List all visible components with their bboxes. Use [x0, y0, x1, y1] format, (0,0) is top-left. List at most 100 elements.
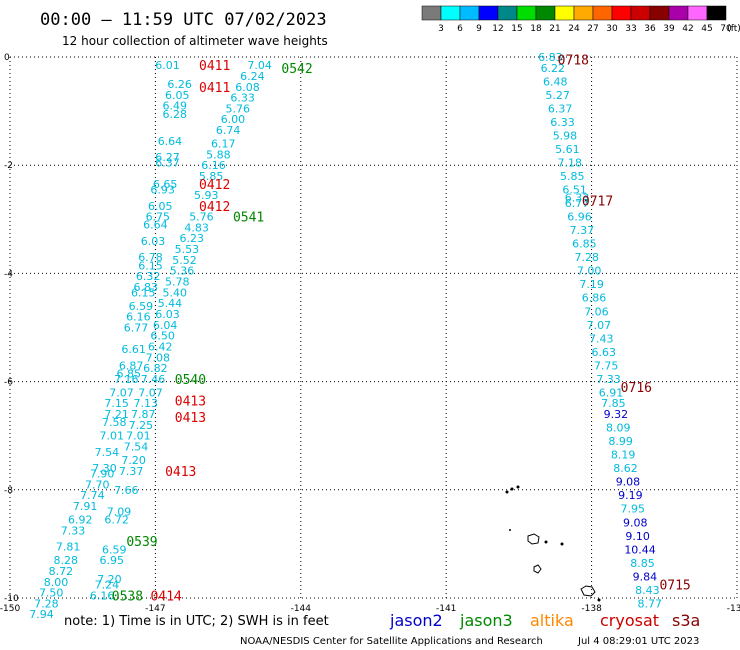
wave-height-value: 6.63	[591, 346, 616, 359]
pass-time-label: 0541	[233, 211, 264, 226]
wave-height-value: 7.75	[594, 359, 619, 372]
wave-height-value: 6.75	[146, 211, 171, 224]
color-scale-label: 3	[438, 24, 444, 34]
wave-height-value: 8.77	[638, 597, 663, 610]
wave-height-value: 6.33	[550, 116, 575, 129]
wave-height-value: 7.33	[61, 524, 86, 537]
color-scale-swatch	[497, 5, 518, 21]
wave-height-value: 7.94	[29, 608, 54, 621]
footer-generated-time: Jul 4 08:29:01 UTC 2023	[577, 636, 699, 647]
color-scale-label: 15	[511, 24, 522, 34]
wave-height-value: 6.37	[155, 156, 180, 169]
pass-time-label: 0542	[281, 62, 312, 77]
x-tick-label: -144	[291, 604, 312, 614]
wave-height-value: 7.19	[579, 278, 604, 291]
chart-subtitle: 12 hour collection of altimeter wave hei…	[62, 34, 328, 48]
wave-height-value: 7.46	[141, 373, 166, 386]
wave-height-value: 7.20	[97, 573, 122, 586]
pass-time-label: 0538	[112, 589, 143, 604]
wave-height-value: 6.77	[565, 197, 590, 210]
y-tick-label: -10	[4, 594, 19, 604]
color-scale-label: 39	[663, 24, 675, 34]
wave-height-value: 6.04	[153, 319, 178, 332]
wave-height-value: 6.93	[150, 184, 175, 197]
wave-height-value: 7.30	[92, 462, 117, 475]
pass-time-labels: 0411 054204110412041205410540041304130413…	[112, 54, 691, 605]
color-scale-swatch	[573, 5, 594, 21]
wave-height-value: 10.44	[624, 543, 656, 556]
wave-height-value: 8.00	[44, 576, 69, 589]
color-scale-swatch	[440, 5, 461, 21]
wave-height-value: 8.72	[49, 565, 74, 578]
wave-height-value: 6.16	[201, 159, 226, 172]
wave-height-value: 8.09	[606, 422, 631, 435]
pass-time-label: 0411	[199, 59, 230, 74]
wave-height-value: 7.50	[39, 587, 64, 600]
wave-height-value: 6.05	[165, 89, 190, 102]
wave-height-value: 6.96	[567, 211, 592, 224]
wave-height-value: 6.16	[126, 311, 151, 324]
wave-height-value: 6.01	[155, 59, 180, 72]
color-scale-label: 70	[720, 24, 732, 34]
wave-height-value: 7.85	[601, 397, 626, 410]
wave-height-value: 5.85	[560, 170, 585, 183]
color-scale-swatch	[611, 5, 632, 21]
wave-height-value: 6.51	[562, 184, 587, 197]
wave-height-value: 6.24	[240, 70, 265, 83]
wave-height-value: 6.64	[143, 219, 168, 232]
wave-height-value: 6.59	[102, 543, 127, 556]
wave-height-value: 8.99	[608, 435, 633, 448]
satellite-legend-altika: altika	[530, 611, 574, 630]
color-scale-swatch	[687, 5, 708, 21]
island-shape	[533, 564, 542, 574]
color-scale-label: 27	[587, 24, 598, 34]
wave-height-value: 6.16	[90, 589, 115, 602]
wave-height-value: 7.04	[247, 59, 272, 72]
wave-height-value: 6.48	[543, 75, 568, 88]
pass-time-label: 0715	[659, 578, 690, 593]
wave-height-value: 6.49	[163, 100, 188, 113]
wave-height-value: 7.07	[587, 319, 612, 332]
wave-height-value: 6.83	[133, 281, 158, 294]
wave-height-value: 6.05	[148, 200, 173, 213]
color-scale-label: 24	[568, 24, 580, 34]
wave-height-value: 8.43	[635, 584, 660, 597]
wave-height-value: 6.27	[155, 151, 180, 164]
color-scale-swatch	[706, 5, 727, 21]
wave-height-value: 6.77	[124, 322, 149, 335]
color-scale-label: 33	[625, 24, 636, 34]
wave-height-value: 6.61	[121, 343, 146, 356]
color-scale-label: 12	[492, 24, 503, 34]
satellite-legend-jason3: jason3	[459, 611, 513, 630]
x-tick-label: -135	[727, 604, 740, 614]
wave-height-value: 9.32	[604, 408, 629, 421]
color-scale-label: 21	[549, 24, 560, 34]
island-dot	[544, 540, 548, 544]
x-tick-label: -138	[581, 604, 602, 614]
color-scale-label: 30	[606, 24, 618, 34]
wave-height-value: 6.50	[150, 330, 175, 343]
wave-height-value: 7.91	[73, 500, 98, 513]
y-tick-label: 0	[4, 53, 10, 63]
wave-height-value: 6.33	[565, 192, 590, 205]
wave-height-value: 6.42	[148, 340, 173, 353]
island-shape	[580, 585, 596, 597]
wave-height-value: 7.87	[131, 408, 156, 421]
wave-height-value: 7.43	[589, 332, 614, 345]
wave-height-value: 7.20	[121, 454, 146, 467]
y-tick-label: -2	[4, 161, 13, 171]
x-tick-label: -147	[145, 604, 165, 614]
pass-time-label: 0716	[621, 381, 652, 396]
color-scale-swatch	[630, 5, 651, 21]
wave-height-value: 8.28	[53, 554, 78, 567]
color-scale-label: 42	[682, 24, 693, 34]
wave-height-value: 6.03	[155, 308, 180, 321]
wave-height-value: 6.22	[541, 62, 566, 75]
wave-height-value: 6.86	[582, 292, 607, 305]
wave-height-value: 5.76	[189, 211, 214, 224]
wave-height-value: 7.28	[34, 597, 59, 610]
wave-height-value: 7.37	[119, 465, 144, 478]
wave-height-value: 6.64	[158, 135, 183, 148]
wave-height-value: 7.18	[558, 156, 583, 169]
